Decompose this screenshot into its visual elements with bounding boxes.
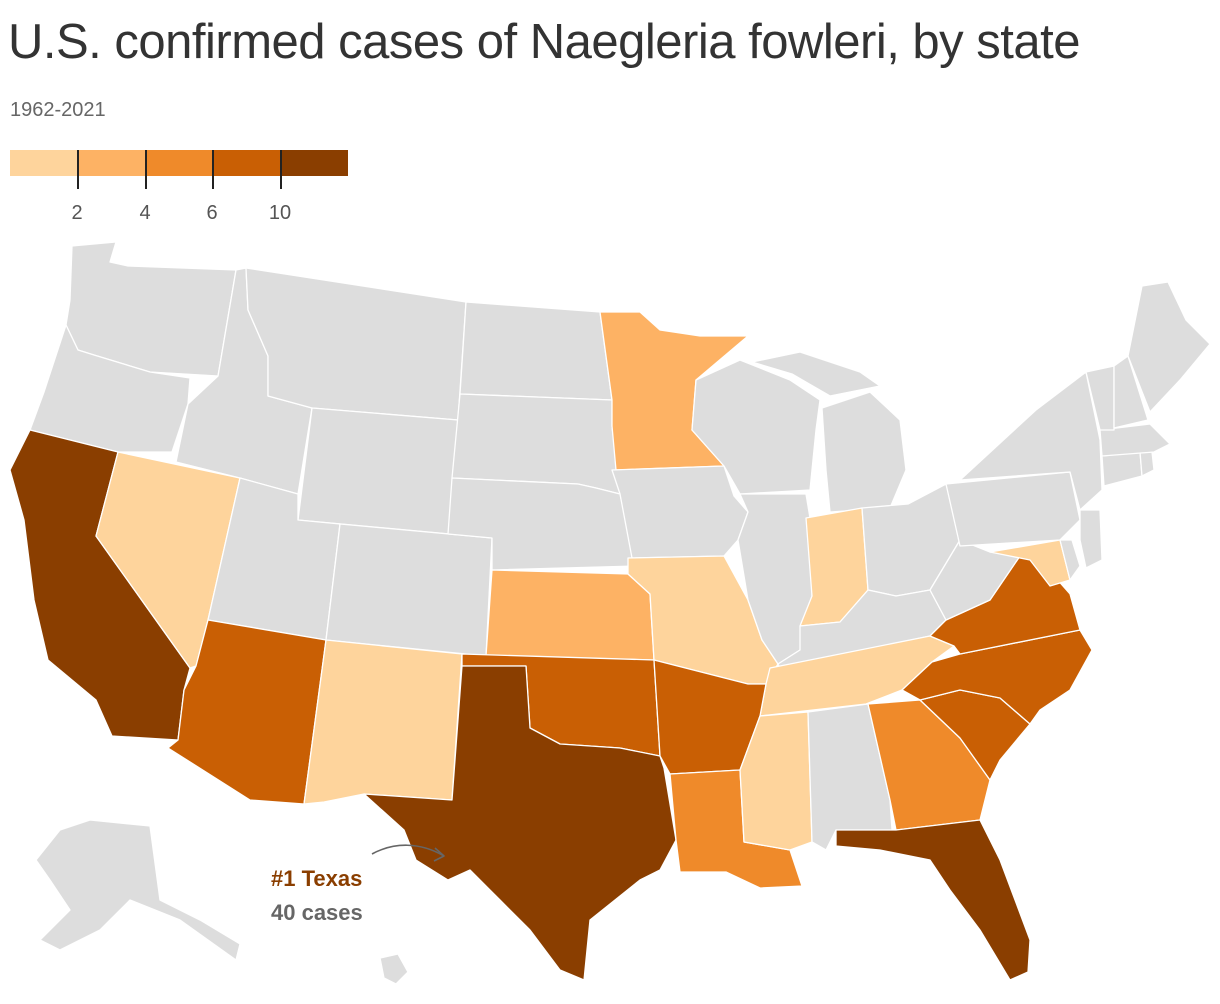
color-legend: 2 4 6 10 xyxy=(10,150,350,230)
state-florida xyxy=(835,819,1031,981)
state-hawaii xyxy=(379,953,409,985)
state-north-dakota xyxy=(459,301,613,401)
state-new-hampshire xyxy=(1113,355,1149,429)
state-pennsylvania xyxy=(945,471,1081,547)
chart-title: U.S. confirmed cases of Naegleria fowler… xyxy=(8,15,1081,69)
legend-label: 4 xyxy=(139,202,151,224)
legend-label: 10 xyxy=(268,202,292,224)
state-wyoming xyxy=(297,407,459,535)
legend-tick xyxy=(145,150,147,189)
state-massachusetts xyxy=(1099,423,1171,457)
legend-swatch xyxy=(212,150,281,176)
state-north-carolina xyxy=(901,629,1093,725)
chart-subtitle: 1962-2021 xyxy=(10,99,106,121)
state-delaware xyxy=(1059,539,1081,581)
legend-swatch xyxy=(145,150,213,176)
state-colorado xyxy=(325,523,493,657)
legend-swatch xyxy=(77,150,146,176)
legend-tick xyxy=(77,150,79,189)
annotation-arrow xyxy=(371,844,445,857)
state-connecticut xyxy=(1101,451,1143,487)
annotation-arrowhead xyxy=(433,847,445,862)
state-michigan-lower xyxy=(821,391,907,513)
state-maryland xyxy=(989,539,1071,587)
legend-label: 2 xyxy=(71,202,83,224)
state-michigan-upper xyxy=(751,351,881,397)
annotation-state-label: #1 Texas xyxy=(271,866,363,891)
state-maine xyxy=(1127,281,1211,413)
state-vermont xyxy=(1085,365,1115,431)
legend-swatches xyxy=(10,150,348,176)
state-washington xyxy=(65,241,237,377)
state-new-jersey xyxy=(1079,509,1103,569)
state-rhode-island xyxy=(1139,451,1155,477)
state-iowa xyxy=(611,465,749,559)
legend-swatch xyxy=(280,150,348,176)
state-wisconsin xyxy=(691,359,821,495)
annotation-cases-label: 40 cases xyxy=(271,900,363,925)
state-kansas xyxy=(485,569,655,661)
state-montana xyxy=(245,267,467,421)
legend-label: 6 xyxy=(206,202,218,224)
state-new-york xyxy=(959,371,1103,511)
state-alaska xyxy=(35,819,241,961)
legend-tick xyxy=(280,150,282,189)
legend-swatch xyxy=(10,150,78,176)
state-new-mexico xyxy=(303,639,463,805)
legend-tick xyxy=(212,150,214,189)
